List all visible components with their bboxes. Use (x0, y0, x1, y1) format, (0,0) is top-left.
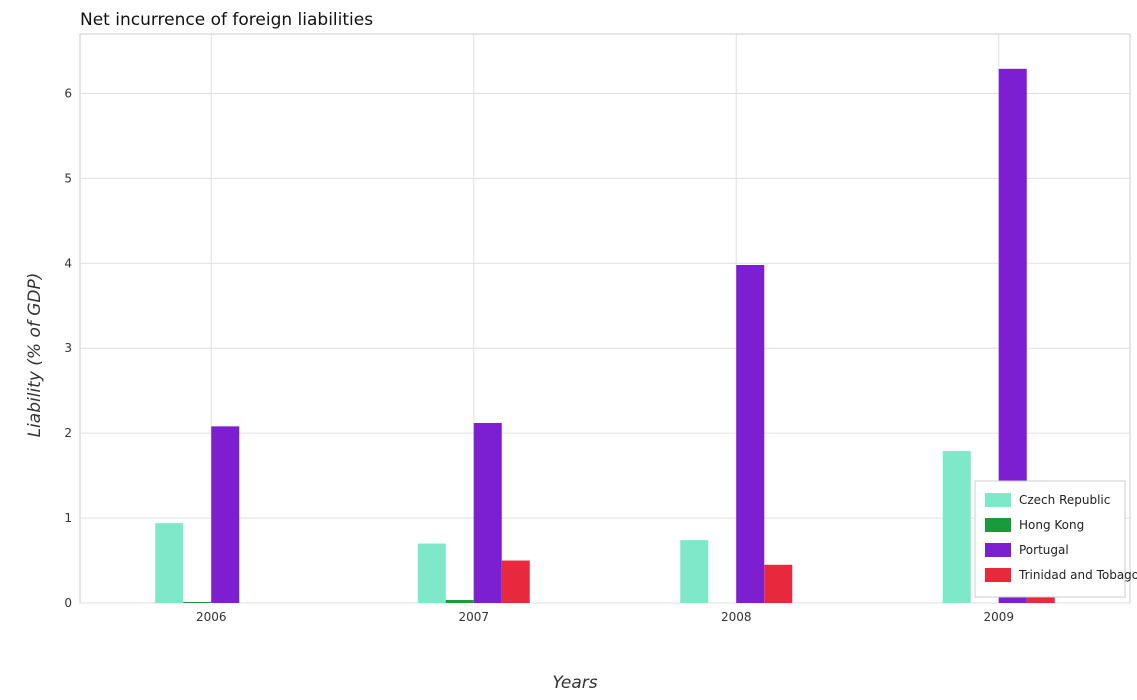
y-tick-label: 3 (64, 341, 72, 355)
bar-portugal (211, 426, 240, 603)
legend-swatch (985, 568, 1011, 582)
y-tick-label: 0 (64, 596, 72, 610)
legend-label: Portugal (1019, 543, 1069, 557)
x-tick-label: 2008 (721, 610, 752, 624)
y-tick-label: 2 (64, 426, 72, 440)
y-tick-label: 6 (64, 86, 72, 100)
y-tick-label: 1 (64, 511, 72, 525)
bar-hong-kong (445, 600, 474, 603)
bar-czech-republic (680, 540, 709, 603)
bar-czech-republic (942, 450, 971, 603)
legend: Czech Republic Hong Kong Portugal Trinidad … (974, 480, 1137, 598)
bar-portugal (473, 422, 502, 603)
y-axis-label: Liability (% of GDP) (25, 273, 45, 438)
legend-swatch (985, 543, 1011, 557)
legend-swatch (985, 493, 1011, 507)
bar-trinidad-and-tobago (764, 564, 793, 603)
bar-czech-republic (155, 523, 184, 603)
legend-label: Czech Republic (1019, 493, 1110, 507)
bar-hong-kong (183, 601, 212, 603)
x-tick-label: 2009 (983, 610, 1014, 624)
y-tick-label: 5 (64, 171, 72, 185)
legend-label: Hong Kong (1019, 518, 1084, 532)
x-tick-label: 2006 (196, 610, 227, 624)
legend-swatch (985, 518, 1011, 532)
y-tick-label: 4 (64, 256, 72, 270)
bar-trinidad-and-tobago (501, 560, 530, 603)
bar-czech-republic (417, 543, 446, 603)
chart-title: Net incurrence of foreign liabilities (80, 10, 373, 30)
bars (155, 68, 1055, 604)
legend-label: Trinidad and Tobago (1018, 568, 1137, 582)
bar-portugal (736, 264, 765, 603)
x-tick-label: 2007 (458, 610, 489, 624)
x-axis-label: Years (552, 673, 597, 693)
axes: 0 1 2 3 4 5 6 2006 2007 2008 2009 (64, 86, 1014, 624)
